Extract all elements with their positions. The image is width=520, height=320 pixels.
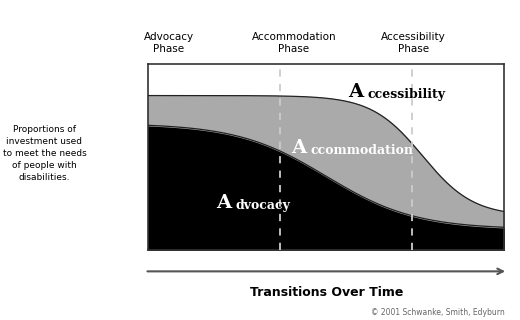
Text: ccommodation: ccommodation [310,144,413,157]
Text: Accommodation
Phase: Accommodation Phase [252,32,336,54]
Text: dvocacy: dvocacy [236,199,290,212]
Text: ccessibility: ccessibility [367,88,445,101]
Text: © 2001 Schwanke, Smith, Edyburn: © 2001 Schwanke, Smith, Edyburn [371,308,504,317]
Text: A: A [291,139,306,157]
Text: Transitions Over Time: Transitions Over Time [250,286,403,300]
Text: A: A [348,83,363,101]
Text: A: A [216,195,231,212]
Text: Proportions of
investment used
to meet the needs
of people with
disabilities.: Proportions of investment used to meet t… [3,125,86,182]
Text: Accessibility
Phase: Accessibility Phase [381,32,446,54]
Text: Advocacy
Phase: Advocacy Phase [144,32,194,54]
